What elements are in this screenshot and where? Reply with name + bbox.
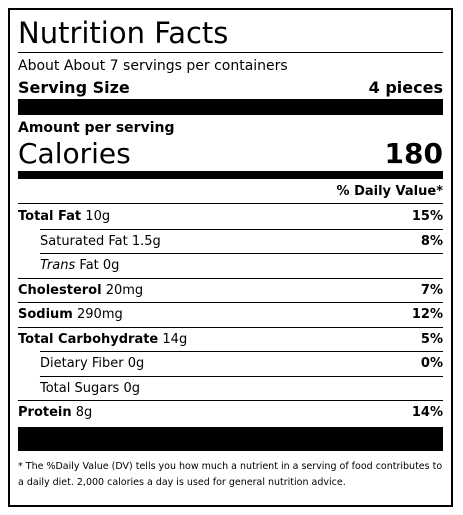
bottom-rule (18, 426, 443, 451)
nutrient-row: Total Carbohydrate 14g 5% (18, 326, 443, 352)
calories-value: 180 (384, 136, 443, 170)
serving-size-value: 4 pieces (368, 77, 443, 97)
nutrient-name: Total Sugars 0g (40, 381, 140, 396)
nutrition-label: Nutrition Facts About About 7 servings p… (8, 8, 453, 507)
thick-rule (18, 99, 443, 115)
nutrient-amount: 14g (162, 331, 188, 347)
nutrient-label: Sodium (18, 307, 73, 323)
nutrient-name: Trans Fat 0g (40, 258, 119, 273)
daily-value: 12% (411, 307, 443, 323)
nutrient-name: Dietary Fiber 0g (40, 356, 144, 371)
nutrient-row: Saturated Fat 1.5g 8% (40, 228, 443, 254)
nutrient-row: Dietary Fiber 0g 0% (40, 351, 443, 376)
nutrient-label: Saturated Fat (40, 233, 128, 249)
nutrient-name: Total Fat 10g (18, 209, 110, 224)
nutrient-name: Total Carbohydrate 14g (18, 332, 187, 347)
nutrient-label: Dietary Fiber (40, 356, 124, 372)
daily-value: 8% (420, 233, 443, 249)
title: Nutrition Facts (18, 10, 443, 53)
nutrient-row: Cholesterol 20mg 7% (18, 277, 443, 303)
nutrient-amount: 10g (85, 208, 111, 224)
footnote: * The %Daily Value (DV) tells you how mu… (18, 460, 443, 488)
nutrient-amount: 290mg (77, 307, 123, 323)
nutrient-amount: 0g (102, 258, 120, 274)
nutrient-row: Total Fat 10g 15% (18, 204, 443, 229)
nutrient-row: Trans Fat 0g (40, 253, 443, 278)
nutrient-amount: 8g (75, 405, 93, 421)
dv-header: % Daily Value* (18, 179, 443, 204)
medium-rule (18, 171, 443, 179)
nutrient-name: Cholesterol 20mg (18, 283, 143, 298)
calories-row: Calories 180 (18, 135, 443, 171)
serving-size-label: Serving Size (18, 77, 130, 97)
nutrient-amount: 1.5g (131, 233, 161, 249)
nutrient-name: Sodium 290mg (18, 307, 123, 322)
nutrient-row: Sodium 290mg 12% (18, 302, 443, 327)
nutrient-name: Saturated Fat 1.5g (40, 234, 161, 249)
nutrient-label: Total Carbohydrate (18, 331, 159, 347)
daily-value: 7% (420, 282, 443, 298)
nutrient-amount: 0g (123, 380, 140, 396)
daily-value: 14% (411, 405, 443, 421)
nutrient-amount: 20mg (105, 282, 144, 298)
daily-value: 15% (411, 208, 443, 224)
nutrient-label: Cholesterol (18, 282, 102, 298)
amount-per-serving: Amount per serving (18, 120, 175, 136)
nutrient-prefix: Trans (40, 258, 76, 274)
nutrient-label: Protein (18, 405, 72, 421)
calories-label: Calories (18, 136, 131, 170)
nutrient-row: Total Sugars 0g (40, 375, 443, 401)
serving-size-row: Serving Size 4 pieces (18, 75, 443, 99)
daily-value: 5% (420, 331, 443, 347)
daily-value: 0% (420, 356, 443, 372)
nutrient-name: Protein 8g (18, 405, 92, 420)
nutrient-table: Total Fat 10g 15% Saturated Fat 1.5g 8% Tran… (18, 204, 443, 425)
nutrient-amount: 0g (127, 356, 145, 372)
servings: About About 7 servings per containers (18, 58, 288, 74)
dv-header-text: % Daily Value* (336, 183, 443, 199)
nutrient-label: Total Fat (18, 208, 82, 224)
nutrient-label: Total Sugars (40, 380, 120, 396)
nutrient-row: Protein 8g 14% (18, 400, 443, 425)
nutrient-label: Fat (79, 258, 99, 274)
